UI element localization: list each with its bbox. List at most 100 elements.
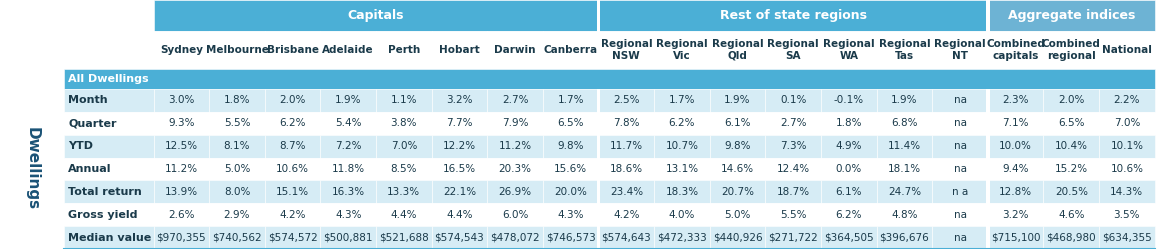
Bar: [987, 89, 990, 112]
Text: 6.0%: 6.0%: [501, 210, 528, 220]
Bar: [877, 135, 932, 158]
Text: 0.0%: 0.0%: [836, 164, 862, 174]
Bar: [599, 226, 654, 249]
Bar: [654, 158, 710, 181]
Bar: [265, 31, 321, 68]
Text: 11.2%: 11.2%: [164, 164, 198, 174]
Bar: [432, 89, 488, 112]
Bar: [596, 226, 600, 249]
Bar: [932, 31, 988, 68]
Text: 3.2%: 3.2%: [1003, 210, 1029, 220]
Text: na: na: [953, 210, 967, 220]
Bar: [596, 135, 600, 158]
Text: 7.9%: 7.9%: [501, 118, 528, 128]
Text: Annual: Annual: [68, 164, 111, 174]
Bar: [1043, 226, 1099, 249]
Bar: [210, 89, 265, 112]
Bar: [154, 0, 599, 31]
Bar: [432, 135, 488, 158]
Text: 10.7%: 10.7%: [666, 141, 698, 151]
Bar: [321, 158, 376, 181]
Text: 5.5%: 5.5%: [780, 210, 806, 220]
Text: na: na: [953, 118, 967, 128]
Bar: [654, 203, 710, 226]
Bar: [210, 112, 265, 135]
Bar: [932, 226, 988, 249]
Text: Darwin: Darwin: [494, 45, 536, 55]
Text: na: na: [953, 164, 967, 174]
Text: Sydney: Sydney: [160, 45, 203, 55]
Bar: [877, 112, 932, 135]
Bar: [987, 135, 990, 158]
Bar: [596, 203, 600, 226]
Bar: [821, 112, 877, 135]
Bar: [1043, 112, 1099, 135]
Bar: [765, 89, 821, 112]
Bar: [765, 203, 821, 226]
Text: 1.1%: 1.1%: [390, 95, 417, 105]
Bar: [0, 89, 64, 112]
Text: 10.6%: 10.6%: [1111, 164, 1143, 174]
Bar: [710, 89, 765, 112]
Bar: [877, 203, 932, 226]
Bar: [932, 112, 988, 135]
Bar: [1043, 158, 1099, 181]
Text: 18.3%: 18.3%: [666, 187, 698, 197]
Text: 15.2%: 15.2%: [1055, 164, 1087, 174]
Text: 15.1%: 15.1%: [276, 187, 309, 197]
Text: 7.3%: 7.3%: [780, 141, 806, 151]
Bar: [988, 135, 1043, 158]
Bar: [488, 203, 543, 226]
Bar: [1099, 226, 1155, 249]
Bar: [265, 135, 321, 158]
Text: Melbourne: Melbourne: [206, 45, 269, 55]
Bar: [543, 226, 599, 249]
Bar: [1043, 181, 1099, 203]
Bar: [154, 203, 210, 226]
Bar: [0, 158, 64, 181]
Bar: [654, 181, 710, 203]
Text: 24.7%: 24.7%: [888, 187, 921, 197]
Text: 4.8%: 4.8%: [892, 210, 917, 220]
Text: All Dwellings: All Dwellings: [68, 74, 148, 84]
Bar: [321, 89, 376, 112]
Text: Regional
Tas: Regional Tas: [879, 39, 930, 61]
Text: 18.1%: 18.1%: [888, 164, 921, 174]
Text: 6.1%: 6.1%: [724, 118, 750, 128]
Text: Quarter: Quarter: [68, 118, 117, 128]
Text: $364,505: $364,505: [824, 233, 873, 243]
Text: 7.8%: 7.8%: [613, 118, 639, 128]
Text: 8.0%: 8.0%: [223, 187, 250, 197]
Bar: [64, 158, 154, 181]
Bar: [321, 31, 376, 68]
Text: 16.3%: 16.3%: [331, 187, 365, 197]
Text: 11.7%: 11.7%: [610, 141, 643, 151]
Bar: [599, 112, 654, 135]
Text: 12.8%: 12.8%: [999, 187, 1032, 197]
Bar: [543, 181, 599, 203]
Bar: [432, 181, 488, 203]
Text: 9.8%: 9.8%: [724, 141, 750, 151]
Bar: [654, 135, 710, 158]
Bar: [432, 31, 488, 68]
Bar: [710, 158, 765, 181]
Bar: [321, 226, 376, 249]
Bar: [488, 226, 543, 249]
Text: 2.7%: 2.7%: [780, 118, 806, 128]
Text: $634,355: $634,355: [1102, 233, 1152, 243]
Text: National: National: [1102, 45, 1152, 55]
Text: Regional
NT: Regional NT: [935, 39, 985, 61]
Text: 20.0%: 20.0%: [555, 187, 587, 197]
Text: 13.9%: 13.9%: [164, 187, 198, 197]
Text: $740,562: $740,562: [212, 233, 262, 243]
Text: Hobart: Hobart: [439, 45, 479, 55]
Text: 8.5%: 8.5%: [390, 164, 417, 174]
Text: 1.7%: 1.7%: [557, 95, 584, 105]
Bar: [599, 203, 654, 226]
Bar: [765, 112, 821, 135]
Bar: [599, 181, 654, 203]
Text: 8.7%: 8.7%: [279, 141, 306, 151]
Text: Month: Month: [68, 95, 108, 105]
Text: 23.4%: 23.4%: [610, 187, 643, 197]
Text: 9.8%: 9.8%: [557, 141, 584, 151]
